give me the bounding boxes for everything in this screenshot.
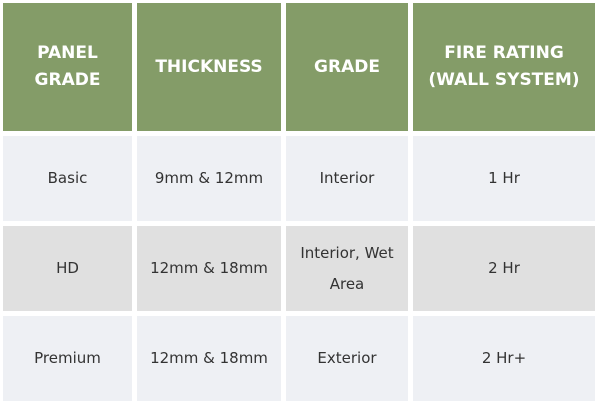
cell-fire-rating: 2 Hr+	[413, 316, 595, 401]
header-row: PANEL GRADE THICKNESS GRADE FIRE RATING …	[3, 3, 595, 131]
cell-fire-rating: 2 Hr	[413, 226, 595, 311]
cell-panel-grade: HD	[3, 226, 132, 311]
table-row: Basic 9mm & 12mm Interior 1 Hr	[3, 136, 595, 221]
cell-grade: Interior	[286, 136, 408, 221]
cell-grade: Exterior	[286, 316, 408, 401]
header-panel-grade: PANEL GRADE	[3, 3, 132, 131]
header-fire-rating: FIRE RATING (WALL SYSTEM)	[413, 3, 595, 131]
header-thickness: THICKNESS	[137, 3, 281, 131]
table-row: HD 12mm & 18mm Interior, Wet Area 2 Hr	[3, 226, 595, 311]
cell-fire-rating: 1 Hr	[413, 136, 595, 221]
cell-panel-grade: Premium	[3, 316, 132, 401]
cell-panel-grade: Basic	[3, 136, 132, 221]
table-row: Premium 12mm & 18mm Exterior 2 Hr+	[3, 316, 595, 401]
cell-thickness: 9mm & 12mm	[137, 136, 281, 221]
cell-grade: Interior, Wet Area	[286, 226, 408, 311]
cell-thickness: 12mm & 18mm	[137, 316, 281, 401]
cell-thickness: 12mm & 18mm	[137, 226, 281, 311]
header-grade: GRADE	[286, 3, 408, 131]
